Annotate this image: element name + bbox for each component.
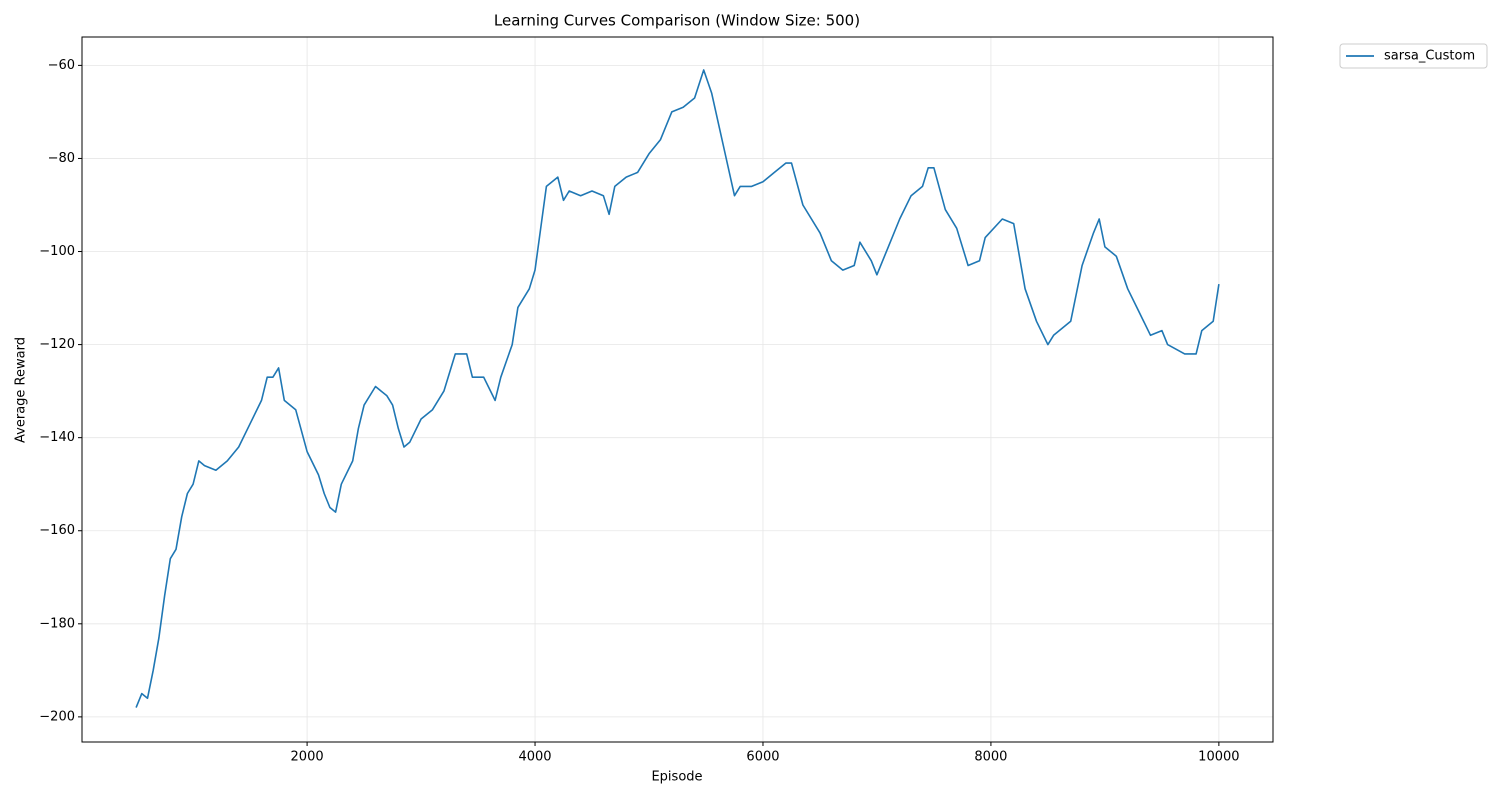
y-tick-label: −80 — [48, 151, 75, 166]
y-tick-label: −120 — [39, 337, 75, 352]
y-tick-label: −100 — [39, 244, 75, 259]
x-tick-label: 6000 — [746, 750, 779, 765]
x-tick-label: 4000 — [518, 750, 551, 765]
y-tick-label: −60 — [48, 58, 75, 73]
legend-box — [1339, 43, 1488, 69]
series-line — [135, 69, 1220, 708]
y-axis-label: Average Reward — [14, 337, 29, 443]
chart-title: Learning Curves Comparison (Window Size:… — [494, 12, 860, 30]
x-tick-label: 10000 — [1198, 750, 1239, 765]
y-tick-label: −160 — [39, 523, 75, 538]
y-tick-label: −140 — [39, 430, 75, 445]
y-tick-label: −180 — [39, 616, 75, 631]
x-tick-label: 8000 — [974, 750, 1007, 765]
legend-label: sarsa_Custom — [1384, 49, 1475, 64]
y-tick-label: −200 — [39, 709, 75, 724]
plot-frame — [81, 36, 1274, 743]
x-axis-label: Episode — [651, 770, 702, 785]
x-tick-label: 2000 — [291, 750, 324, 765]
